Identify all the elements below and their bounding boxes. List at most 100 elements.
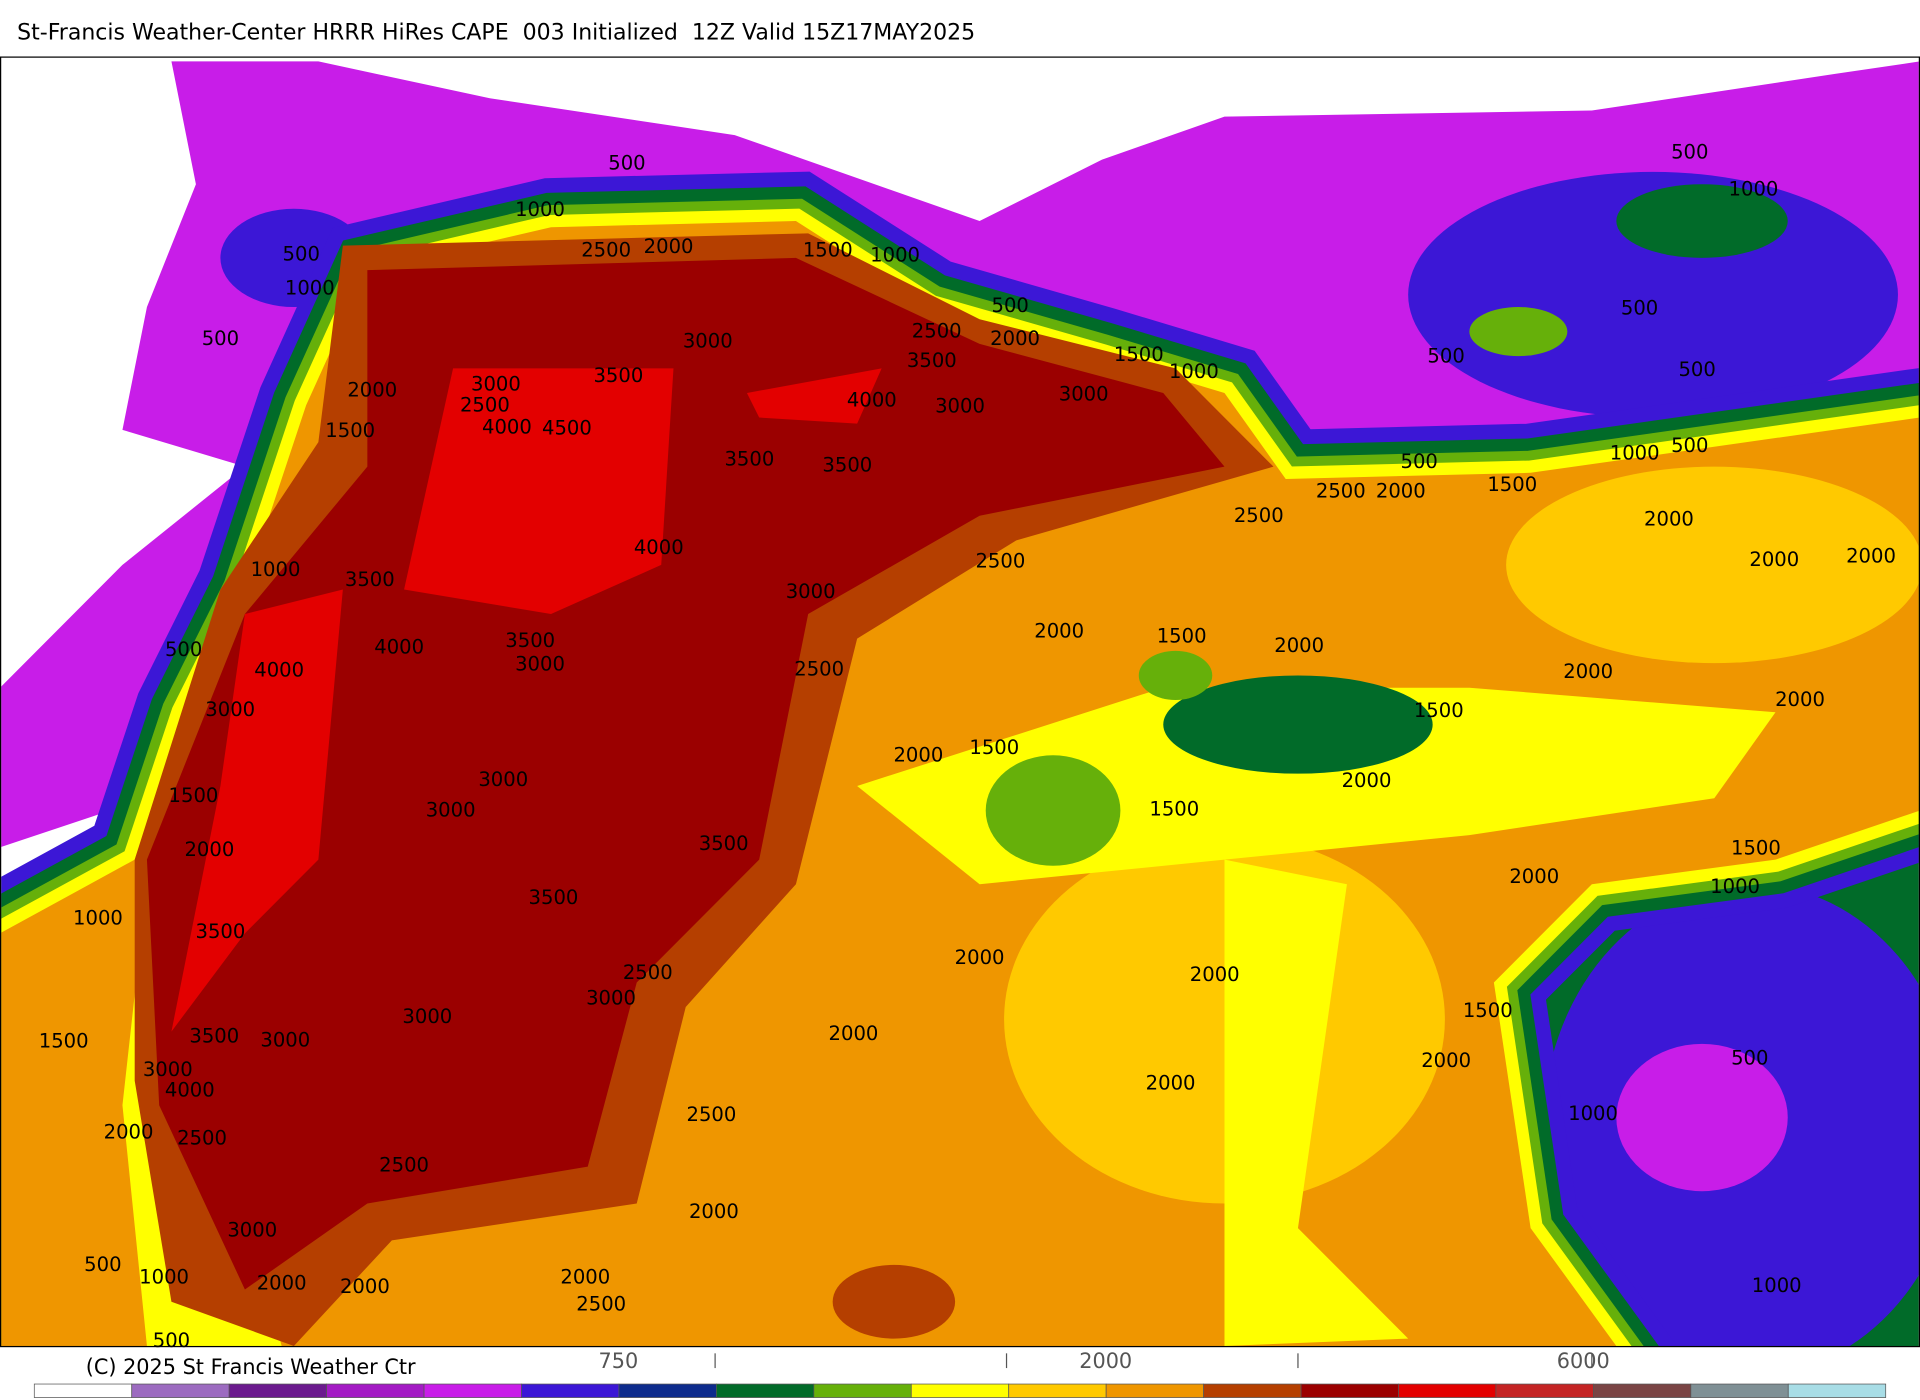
colorbar-swatch <box>1300 1383 1399 1398</box>
contour-label: 3000 <box>227 1219 277 1242</box>
contour-label: 2000 <box>1644 508 1694 531</box>
contour-label: 500 <box>1731 1047 1768 1070</box>
contour-label: 4000 <box>165 1079 215 1102</box>
colorbar: 750 2000 6000 <box>33 1349 1887 1398</box>
contour-label: 2000 <box>340 1275 390 1298</box>
colorbar-swatch <box>131 1383 230 1398</box>
contour-label: 1500 <box>169 784 219 807</box>
contour-label: 2500 <box>975 549 1025 572</box>
contour-label: 500 <box>202 327 239 350</box>
contour-label: 1000 <box>285 277 335 300</box>
contour-label: 500 <box>1400 450 1437 473</box>
contour-label: 1500 <box>1149 797 1199 820</box>
contour-label: 3500 <box>699 832 749 855</box>
contour-label: 1000 <box>515 198 565 221</box>
contour-label: 2000 <box>1775 688 1825 711</box>
contour-label: 1500 <box>1157 624 1207 647</box>
contour-label: 2000 <box>1342 769 1392 792</box>
contour-label: 1500 <box>803 239 853 262</box>
contour-label: 3000 <box>935 395 985 418</box>
contour-label: 4000 <box>847 388 897 411</box>
contour-label: 2000 <box>990 327 1040 350</box>
contour-label: 3500 <box>724 447 774 470</box>
contour-label: 2000 <box>955 946 1005 969</box>
copyright: (C) 2025 St Francis Weather Ctr <box>86 1355 416 1379</box>
colorbar-swatch <box>910 1383 1010 1398</box>
contour-label: 2000 <box>1846 544 1896 567</box>
contour-label: 3000 <box>471 373 521 396</box>
colorbar-swatch <box>813 1383 912 1398</box>
contour-label: 2500 <box>460 393 510 416</box>
contour-label: 3000 <box>402 1005 452 1028</box>
contour-label: 500 <box>283 242 320 265</box>
contour-label: 1000 <box>1610 441 1660 464</box>
colorbar-swatch <box>1203 1383 1302 1398</box>
contour-label: 1500 <box>969 736 1019 759</box>
contour-label: 2500 <box>576 1292 626 1315</box>
contour-label: 500 <box>1671 140 1708 163</box>
contour-label: 3000 <box>515 653 565 676</box>
colorbar-swatch <box>1787 1383 1887 1398</box>
contour-label: 2000 <box>184 838 234 861</box>
contour-label: 1500 <box>1731 837 1781 860</box>
contour-label: 3500 <box>195 920 245 943</box>
contour-label: 500 <box>1678 358 1715 381</box>
map-title: St-Francis Weather-Center HRRR HiRes CAP… <box>17 20 975 45</box>
colorbar-swatch <box>1008 1383 1107 1398</box>
contour-label: 2000 <box>104 1120 154 1143</box>
contour-label: 2500 <box>581 239 631 262</box>
contour-label: 3000 <box>683 330 733 353</box>
contour-label: 2000 <box>644 235 694 258</box>
contour-label: 3000 <box>205 698 255 721</box>
contour-label: 3500 <box>189 1025 239 1048</box>
contour-label: 2000 <box>893 743 943 766</box>
contour-label: 2000 <box>257 1271 307 1294</box>
contour-label: 1500 <box>1114 343 1164 366</box>
contour-label: 3000 <box>260 1028 310 1051</box>
contour-labels: 500 1000 500 1000 500 2500 2000 1500 1000 500 2500… <box>39 140 1896 1352</box>
contour-label: 3000 <box>478 768 528 791</box>
contour-label: 2500 <box>623 961 673 984</box>
contour-label: 500 <box>608 151 645 174</box>
contour-label: 4000 <box>374 635 424 658</box>
contour-label: 2000 <box>1421 1049 1471 1072</box>
contour-label: 1500 <box>325 419 375 442</box>
contour-label: 1500 <box>1463 999 1513 1022</box>
colorbar-swatch <box>521 1383 620 1398</box>
contour-label: 500 <box>1671 434 1708 457</box>
contour-label: 1000 <box>73 907 123 930</box>
contour-label: 3500 <box>345 568 395 591</box>
contour-label: 1500 <box>1414 699 1464 722</box>
contour-label: 2500 <box>794 657 844 680</box>
colorbar-swatch <box>716 1383 815 1398</box>
contour-label: 1500 <box>39 1030 89 1053</box>
contour-label: 2000 <box>1509 865 1559 888</box>
contour-label: 2000 <box>689 1200 739 1223</box>
contour-label: 1500 <box>1487 473 1537 496</box>
contour-label: 500 <box>992 294 1029 317</box>
contour-label: 1000 <box>1752 1274 1802 1297</box>
contour-label: 1000 <box>251 558 301 581</box>
colorbar-swatch <box>618 1383 717 1398</box>
contour-label: 2000 <box>1563 660 1613 683</box>
contour-label: 3000 <box>586 987 636 1010</box>
contour-label: 2000 <box>1190 963 1240 986</box>
contour-label: 2000 <box>560 1265 610 1288</box>
contour-label: 3500 <box>529 886 579 909</box>
contour-label: 2000 <box>1376 479 1426 502</box>
colorbar-swatch <box>1593 1383 1692 1398</box>
contour-label: 1000 <box>1710 875 1760 898</box>
colorbar-swatch <box>1105 1383 1204 1398</box>
contour-label: 2500 <box>1316 479 1366 502</box>
contour-label: 3000 <box>426 799 476 822</box>
contour-label: 3500 <box>822 454 872 477</box>
contour-label: 1000 <box>139 1265 189 1288</box>
contour-label: 2000 <box>347 379 397 402</box>
contour-label: 500 <box>1427 344 1464 367</box>
colorbar-swatch <box>1495 1383 1594 1398</box>
contour-label: 3500 <box>907 349 957 372</box>
contour-label: 2000 <box>1146 1071 1196 1094</box>
contour-label: 4000 <box>254 659 304 682</box>
contour-label: 2500 <box>912 320 962 343</box>
